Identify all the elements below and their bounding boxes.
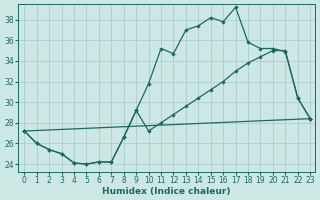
X-axis label: Humidex (Indice chaleur): Humidex (Indice chaleur) (102, 187, 231, 196)
